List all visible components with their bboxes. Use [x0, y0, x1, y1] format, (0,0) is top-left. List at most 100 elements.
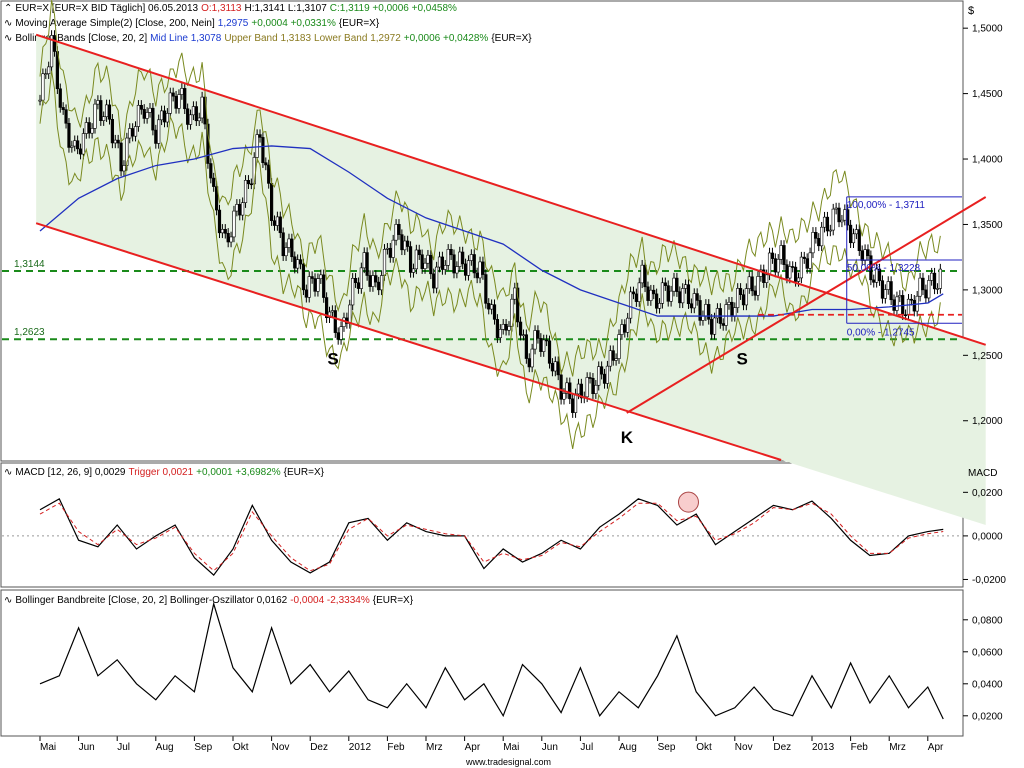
- candle[interactable]: [643, 264, 647, 288]
- candle[interactable]: [281, 232, 285, 257]
- candle[interactable]: [374, 275, 378, 283]
- candle[interactable]: [854, 229, 858, 235]
- candle[interactable]: [58, 88, 62, 108]
- candle[interactable]: [779, 245, 783, 260]
- candle[interactable]: [73, 140, 77, 147]
- candle[interactable]: [131, 128, 135, 137]
- candle[interactable]: [495, 319, 500, 338]
- candle[interactable]: [776, 258, 780, 273]
- candle[interactable]: [275, 216, 279, 226]
- candle[interactable]: [579, 383, 583, 399]
- candle[interactable]: [145, 112, 149, 119]
- candle[interactable]: [348, 304, 352, 324]
- candle[interactable]: [788, 266, 792, 279]
- candle[interactable]: [365, 252, 369, 276]
- sma-line[interactable]: [39, 145, 944, 317]
- candle[interactable]: [38, 99, 42, 102]
- candle[interactable]: [695, 293, 699, 301]
- candle[interactable]: [81, 133, 86, 155]
- candle[interactable]: [267, 164, 271, 184]
- candle[interactable]: [84, 122, 88, 134]
- candle[interactable]: [733, 307, 737, 317]
- candle[interactable]: [860, 250, 864, 261]
- candle[interactable]: [634, 293, 638, 302]
- candle[interactable]: [168, 92, 172, 114]
- candle[interactable]: [406, 240, 410, 247]
- candle[interactable]: [87, 122, 91, 134]
- candle[interactable]: [507, 326, 511, 331]
- candle[interactable]: [657, 303, 662, 309]
- candle[interactable]: [388, 247, 392, 258]
- trend-line-rising[interactable]: [626, 196, 987, 414]
- candle[interactable]: [148, 107, 152, 113]
- candle[interactable]: [909, 298, 913, 301]
- candle[interactable]: [490, 304, 494, 310]
- candle[interactable]: [220, 229, 224, 234]
- candle[interactable]: [741, 294, 746, 306]
- candle[interactable]: [611, 350, 615, 361]
- candle[interactable]: [912, 299, 916, 312]
- candle[interactable]: [536, 330, 540, 339]
- candle[interactable]: [898, 295, 902, 298]
- candle[interactable]: [296, 259, 300, 269]
- candle[interactable]: [796, 277, 801, 282]
- candle[interactable]: [165, 113, 169, 123]
- candle[interactable]: [481, 261, 485, 275]
- candle[interactable]: [747, 276, 751, 289]
- candle[interactable]: [698, 300, 702, 321]
- bbw-panel[interactable]: [0, 589, 964, 737]
- candle[interactable]: [420, 254, 424, 269]
- candle[interactable]: [110, 118, 114, 144]
- candle[interactable]: [585, 377, 589, 398]
- candle[interactable]: [414, 249, 418, 270]
- candle[interactable]: [822, 216, 827, 228]
- candle[interactable]: [136, 105, 141, 127]
- candle[interactable]: [116, 139, 120, 144]
- candle[interactable]: [229, 236, 233, 243]
- candle[interactable]: [892, 299, 896, 311]
- candle[interactable]: [356, 282, 361, 289]
- candle[interactable]: [591, 377, 595, 395]
- candle[interactable]: [750, 276, 754, 292]
- candle[interactable]: [640, 264, 644, 284]
- candle[interactable]: [608, 350, 612, 367]
- candle[interactable]: [831, 208, 835, 231]
- candle[interactable]: [498, 329, 502, 338]
- candle[interactable]: [339, 326, 343, 340]
- candle[interactable]: [194, 106, 198, 122]
- macd-peak-marker[interactable]: [677, 491, 699, 513]
- candle[interactable]: [327, 311, 332, 319]
- candle[interactable]: [935, 288, 940, 290]
- candle[interactable]: [353, 278, 358, 284]
- candle[interactable]: [435, 266, 439, 289]
- candle[interactable]: [96, 100, 100, 105]
- candle[interactable]: [547, 340, 552, 364]
- candle[interactable]: [437, 256, 442, 268]
- candle[interactable]: [423, 262, 427, 269]
- candle[interactable]: [559, 374, 563, 400]
- candle[interactable]: [730, 301, 734, 317]
- candle[interactable]: [397, 224, 401, 235]
- candle[interactable]: [765, 274, 769, 283]
- channel-lower-line[interactable]: [35, 222, 782, 461]
- candle[interactable]: [446, 249, 450, 266]
- candle[interactable]: [466, 260, 471, 276]
- candle[interactable]: [154, 129, 158, 144]
- candle[interactable]: [41, 73, 45, 101]
- candle[interactable]: [866, 249, 870, 257]
- candle[interactable]: [411, 268, 416, 273]
- candle[interactable]: [883, 289, 887, 299]
- candle[interactable]: [142, 109, 146, 119]
- candle[interactable]: [712, 317, 717, 335]
- candle[interactable]: [102, 116, 106, 121]
- candle[interactable]: [588, 377, 592, 379]
- candle[interactable]: [686, 284, 691, 305]
- candle[interactable]: [683, 284, 688, 289]
- candle[interactable]: [791, 266, 795, 268]
- candle[interactable]: [872, 279, 876, 283]
- candle[interactable]: [545, 339, 549, 342]
- candle[interactable]: [649, 289, 653, 301]
- candle[interactable]: [793, 266, 798, 282]
- macd-trigger-line[interactable]: [39, 502, 944, 572]
- candle[interactable]: [304, 289, 308, 298]
